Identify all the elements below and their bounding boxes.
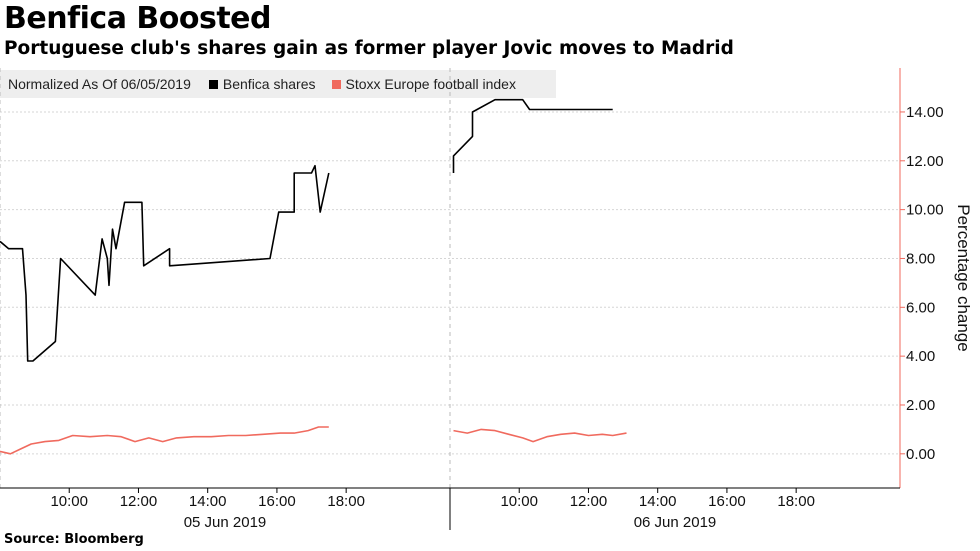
y-tick-label: 12.00: [906, 153, 944, 170]
chart-series: [0, 98, 627, 455]
source-note: Source: Bloomberg: [4, 532, 144, 547]
x-tick-label: 18:00: [777, 493, 815, 510]
x-tick-label: 12:00: [570, 493, 608, 510]
y-tick-label: 14.00: [906, 104, 944, 121]
x-tick-label: 10:00: [50, 493, 88, 510]
legend-label-stoxx: Stoxx Europe football index: [345, 76, 516, 92]
y-tick-label: 4.00: [906, 348, 935, 365]
chart-axes: 0.00 2.00 4.00 6.00 8.00 10.00 12.00 14.00 10:00…: [0, 68, 973, 531]
legend-item-benfica: Benfica shares: [208, 76, 316, 92]
benfica-line: [452, 98, 613, 173]
x-tick-label: 18:00: [327, 493, 365, 510]
stoxx-line: [0, 426, 329, 455]
chart-legend: Normalized As Of 06/05/2019 Benfica shar…: [0, 70, 556, 98]
legend-swatch-benfica: [208, 79, 218, 89]
x-tick-label: 16:00: [258, 493, 296, 510]
y-tick-label: 2.00: [906, 397, 935, 414]
y-tick-label: 0.00: [906, 446, 935, 463]
x-tick-label: 10:00: [500, 493, 538, 510]
legend-normalization-note: Normalized As Of 06/05/2019: [8, 76, 191, 92]
y-tick-label: 6.00: [906, 299, 935, 316]
benfica-line: [0, 164, 330, 362]
legend-label-benfica: Benfica shares: [222, 76, 316, 92]
y-tick-label: 10.00: [906, 202, 944, 219]
y-axis-label: Percentage change: [954, 204, 973, 351]
chart-subtitle: Portuguese club's shares gain as former …: [4, 38, 734, 59]
day-label: 05 Jun 2019: [184, 514, 267, 531]
day-label: 06 Jun 2019: [634, 514, 717, 531]
x-tick-label: 12:00: [120, 493, 158, 510]
x-tick-label: 14:00: [189, 493, 227, 510]
x-tick-label: 14:00: [639, 493, 677, 510]
y-tick-label: 8.00: [906, 250, 935, 267]
chart-title: Benfica Boosted: [4, 1, 271, 36]
x-tick-label: 16:00: [708, 493, 746, 510]
legend-swatch-stoxx: [331, 79, 341, 89]
stoxx-line: [453, 428, 627, 443]
legend-item-stoxx: Stoxx Europe football index: [331, 76, 516, 92]
chart-gridlines: [0, 68, 900, 488]
